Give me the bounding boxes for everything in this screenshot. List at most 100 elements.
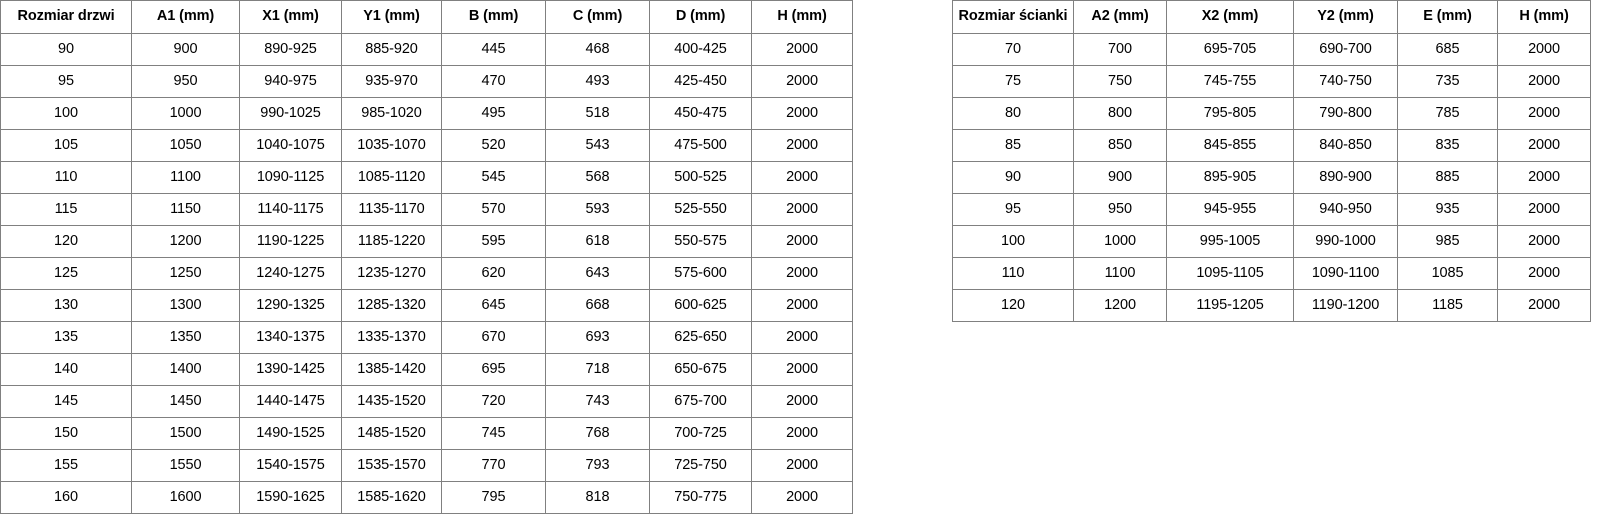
- table-cell: 1240-1275: [239, 257, 342, 290]
- table-cell: 1350: [131, 321, 240, 354]
- table-cell: 2000: [751, 97, 853, 130]
- table-cell: 850: [1073, 129, 1167, 162]
- table-cell: 110: [952, 257, 1074, 290]
- table-cell: 995-1005: [1166, 225, 1294, 258]
- column-header-h: H (mm): [1497, 0, 1591, 34]
- table-cell: 1035-1070: [341, 129, 442, 162]
- table-cell: 985-1020: [341, 97, 442, 130]
- table-cell: 890-925: [239, 33, 342, 66]
- table-cell: 840-850: [1293, 129, 1398, 162]
- table-cell: 1235-1270: [341, 257, 442, 290]
- door-size-table: Rozmiar drzwi A1 (mm) X1 (mm) Y1 (mm) B …: [0, 0, 853, 514]
- table-cell: 150: [0, 417, 132, 450]
- table-cell: 1135-1170: [341, 193, 442, 226]
- table-row: 90 900 895-905 890-900 885 2000: [952, 161, 1591, 194]
- table-row: 85 850 845-855 840-850 835 2000: [952, 129, 1591, 162]
- table-cell: 2000: [1497, 129, 1591, 162]
- table-cell: 130: [0, 289, 132, 322]
- table-cell: 895-905: [1166, 161, 1294, 194]
- table-cell: 1540-1575: [239, 449, 342, 482]
- table-cell: 1000: [131, 97, 240, 130]
- table-cell: 695: [441, 353, 546, 386]
- table-cell: 120: [0, 225, 132, 258]
- table-cell: 643: [545, 257, 650, 290]
- table-cell: 2000: [751, 193, 853, 226]
- table-cell: 670: [441, 321, 546, 354]
- table-cell: 940-975: [239, 65, 342, 98]
- table-cell: 620: [441, 257, 546, 290]
- table-cell: 650-675: [649, 353, 752, 386]
- column-header-d: D (mm): [649, 0, 752, 34]
- table-cell: 700: [1073, 33, 1167, 66]
- table-cell: 945-955: [1166, 193, 1294, 226]
- table-cell: 2000: [751, 225, 853, 258]
- column-header-a1: A1 (mm): [131, 0, 240, 34]
- table-cell: 2000: [1497, 257, 1591, 290]
- table-cell: 750-775: [649, 481, 752, 514]
- table-row: 70 700 695-705 690-700 685 2000: [952, 33, 1591, 66]
- table-cell: 1085: [1397, 257, 1498, 290]
- table-cell: 795-805: [1166, 97, 1294, 130]
- table-cell: 495: [441, 97, 546, 130]
- table-cell: 745-755: [1166, 65, 1294, 98]
- table-cell: 2000: [751, 449, 853, 482]
- table-cell: 85: [952, 129, 1074, 162]
- table-cell: 1440-1475: [239, 385, 342, 418]
- table-cell: 845-855: [1166, 129, 1294, 162]
- table-cell: 1490-1525: [239, 417, 342, 450]
- table-row: 130 1300 1290-1325 1285-1320 645 668 600-625 20…: [0, 289, 853, 322]
- table-cell: 1095-1105: [1166, 257, 1294, 290]
- table-cell: 745: [441, 417, 546, 450]
- table-cell: 718: [545, 353, 650, 386]
- table-cell: 1590-1625: [239, 481, 342, 514]
- table-row: 110 1100 1095-1105 1090-1100 1085 2000: [952, 257, 1591, 290]
- table-cell: 550-575: [649, 225, 752, 258]
- table-cell: 735: [1397, 65, 1498, 98]
- table-cell: 1100: [1073, 257, 1167, 290]
- table-cell: 1000: [1073, 225, 1167, 258]
- column-header-x1: X1 (mm): [239, 0, 342, 34]
- table-cell: 690-700: [1293, 33, 1398, 66]
- column-header-y2: Y2 (mm): [1293, 0, 1398, 34]
- table-cell: 1250: [131, 257, 240, 290]
- table-cell: 900: [131, 33, 240, 66]
- table-row: 110 1100 1090-1125 1085-1120 545 568 500-525 20…: [0, 161, 853, 194]
- table-cell: 1390-1425: [239, 353, 342, 386]
- table-cell: 475-500: [649, 129, 752, 162]
- column-header-h: H (mm): [751, 0, 853, 34]
- table-cell: 950: [1073, 193, 1167, 226]
- table-cell: 1550: [131, 449, 240, 482]
- table-cell: 2000: [1497, 161, 1591, 194]
- table-cell: 1290-1325: [239, 289, 342, 322]
- table-row: 105 1050 1040-1075 1035-1070 520 543 475-500 20…: [0, 129, 853, 162]
- table-cell: 618: [545, 225, 650, 258]
- table-cell: 493: [545, 65, 650, 98]
- table-cell: 685: [1397, 33, 1498, 66]
- table-cell: 720: [441, 385, 546, 418]
- table-cell: 768: [545, 417, 650, 450]
- table-cell: 2000: [1497, 65, 1591, 98]
- table-cell: 1100: [131, 161, 240, 194]
- table-cell: 95: [952, 193, 1074, 226]
- table-cell: 1040-1075: [239, 129, 342, 162]
- table-cell: 1400: [131, 353, 240, 386]
- table-cell: 470: [441, 65, 546, 98]
- table-cell: 700-725: [649, 417, 752, 450]
- table-cell: 90: [952, 161, 1074, 194]
- table-cell: 525-550: [649, 193, 752, 226]
- table-cell: 100: [952, 225, 1074, 258]
- table-cell: 1050: [131, 129, 240, 162]
- table-cell: 2000: [751, 33, 853, 66]
- table-cell: 625-650: [649, 321, 752, 354]
- table-cell: 740-750: [1293, 65, 1398, 98]
- table-cell: 1385-1420: [341, 353, 442, 386]
- table-row: 120 1200 1190-1225 1185-1220 595 618 550-575 20…: [0, 225, 853, 258]
- table-cell: 790-800: [1293, 97, 1398, 130]
- column-header-x2: X2 (mm): [1166, 0, 1294, 34]
- table-cell: 600-625: [649, 289, 752, 322]
- table-cell: 135: [0, 321, 132, 354]
- table-row: 150 1500 1490-1525 1485-1520 745 768 700-725 20…: [0, 417, 853, 450]
- table-cell: 645: [441, 289, 546, 322]
- table-cell: 2000: [1497, 33, 1591, 66]
- table-cell: 835: [1397, 129, 1498, 162]
